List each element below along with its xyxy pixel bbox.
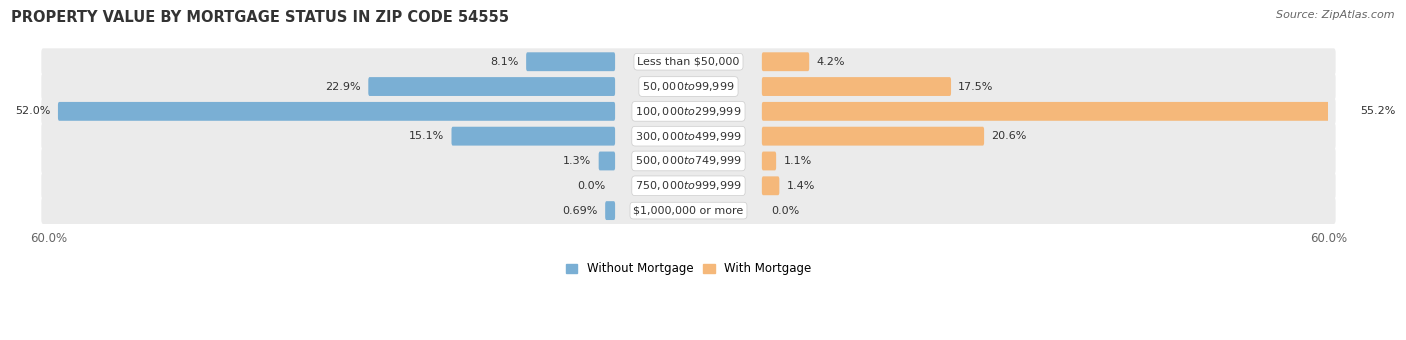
Text: 4.2%: 4.2%: [817, 57, 845, 67]
Text: 8.1%: 8.1%: [491, 57, 519, 67]
Text: 15.1%: 15.1%: [409, 131, 444, 141]
FancyBboxPatch shape: [41, 73, 1336, 100]
Text: 17.5%: 17.5%: [959, 82, 994, 91]
FancyBboxPatch shape: [368, 77, 614, 96]
FancyBboxPatch shape: [762, 152, 776, 170]
FancyBboxPatch shape: [451, 127, 614, 146]
Text: 52.0%: 52.0%: [15, 106, 51, 116]
FancyBboxPatch shape: [605, 201, 614, 220]
FancyBboxPatch shape: [762, 127, 984, 146]
Text: 1.1%: 1.1%: [783, 156, 811, 166]
Text: 55.2%: 55.2%: [1361, 106, 1396, 116]
Text: $500,000 to $749,999: $500,000 to $749,999: [636, 154, 742, 168]
FancyBboxPatch shape: [41, 197, 1336, 224]
FancyBboxPatch shape: [58, 102, 614, 121]
FancyBboxPatch shape: [41, 48, 1336, 75]
Text: PROPERTY VALUE BY MORTGAGE STATUS IN ZIP CODE 54555: PROPERTY VALUE BY MORTGAGE STATUS IN ZIP…: [11, 10, 509, 25]
Text: $300,000 to $499,999: $300,000 to $499,999: [636, 130, 742, 143]
FancyBboxPatch shape: [762, 77, 950, 96]
Text: 1.3%: 1.3%: [564, 156, 592, 166]
Text: 1.4%: 1.4%: [786, 181, 815, 191]
FancyBboxPatch shape: [41, 123, 1336, 150]
Text: $100,000 to $299,999: $100,000 to $299,999: [636, 105, 742, 118]
Text: $750,000 to $999,999: $750,000 to $999,999: [636, 179, 742, 192]
Text: $50,000 to $99,999: $50,000 to $99,999: [643, 80, 735, 93]
FancyBboxPatch shape: [41, 172, 1336, 199]
Text: 0.0%: 0.0%: [772, 206, 800, 216]
FancyBboxPatch shape: [599, 152, 614, 170]
Text: 20.6%: 20.6%: [991, 131, 1026, 141]
FancyBboxPatch shape: [762, 52, 810, 71]
Text: 0.0%: 0.0%: [576, 181, 605, 191]
Legend: Without Mortgage, With Mortgage: Without Mortgage, With Mortgage: [562, 259, 815, 279]
FancyBboxPatch shape: [762, 176, 779, 195]
FancyBboxPatch shape: [762, 102, 1353, 121]
FancyBboxPatch shape: [526, 52, 614, 71]
Text: $1,000,000 or more: $1,000,000 or more: [633, 206, 744, 216]
Text: 22.9%: 22.9%: [325, 82, 361, 91]
Text: Less than $50,000: Less than $50,000: [637, 57, 740, 67]
FancyBboxPatch shape: [41, 98, 1336, 125]
Text: 0.69%: 0.69%: [562, 206, 598, 216]
FancyBboxPatch shape: [41, 148, 1336, 174]
Text: Source: ZipAtlas.com: Source: ZipAtlas.com: [1277, 10, 1395, 20]
